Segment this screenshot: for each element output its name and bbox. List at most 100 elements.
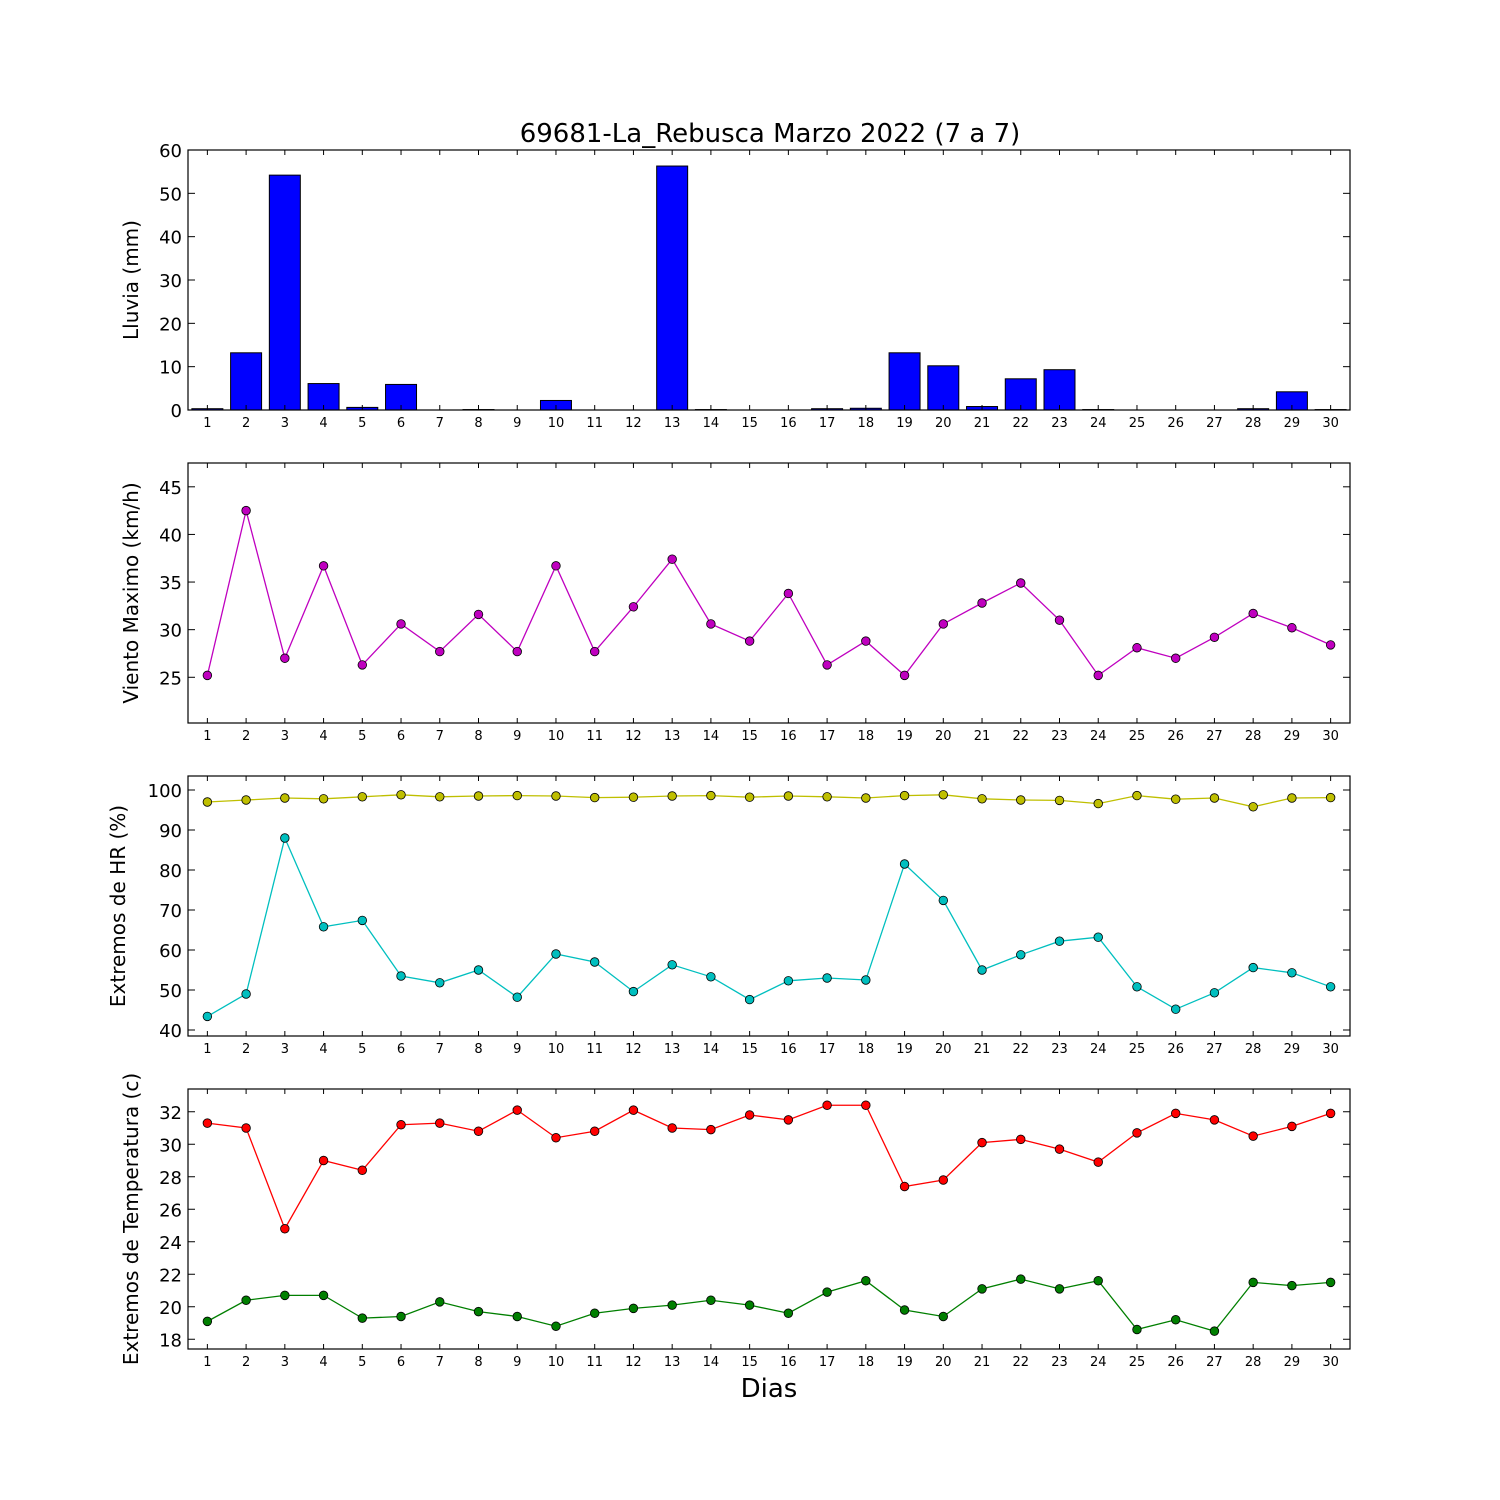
y-tick-label: 60 — [159, 141, 182, 162]
data-point — [318, 1290, 329, 1301]
x-tick-label: 7 — [436, 1042, 444, 1057]
data-point — [1016, 1274, 1026, 1284]
y-tick-label: 26 — [159, 1200, 182, 1221]
data-point — [1054, 1144, 1065, 1154]
y-axis-label: Viento Maximo (km/h) — [119, 482, 143, 703]
data-point — [241, 1295, 251, 1305]
x-tick-label: 16 — [780, 1042, 797, 1057]
y-tick-label: 35 — [159, 573, 182, 594]
x-tick-label: 6 — [397, 1042, 405, 1057]
data-point — [1287, 623, 1297, 633]
data-point — [318, 794, 329, 804]
data-point — [396, 790, 406, 800]
series-line — [207, 1104, 1331, 1231]
y-tick-label: 20 — [159, 314, 182, 335]
x-tick-label: 30 — [1322, 729, 1339, 744]
data-point — [590, 646, 600, 657]
x-tick-label: 12 — [625, 1355, 642, 1370]
data-point — [899, 1305, 910, 1315]
data-point — [280, 1290, 290, 1301]
data-point — [396, 1120, 406, 1130]
data-point — [1325, 982, 1336, 992]
data-point — [706, 972, 716, 982]
bar — [1043, 369, 1076, 411]
data-point — [512, 790, 522, 801]
data-point — [1016, 795, 1026, 805]
x-tick-label: 3 — [281, 1042, 289, 1057]
data-point — [1325, 1277, 1336, 1288]
x-tick-label: 30 — [1322, 1042, 1339, 1057]
data-point — [512, 646, 522, 657]
bar — [927, 365, 960, 411]
data-point — [473, 609, 484, 620]
x-tick-label: 27 — [1206, 729, 1223, 744]
data-point — [1170, 1004, 1181, 1014]
data-point — [783, 1308, 794, 1318]
x-tick-label: 17 — [819, 416, 836, 431]
data-point — [202, 1118, 213, 1128]
x-tick-label: 5 — [358, 1355, 366, 1370]
data-point — [744, 636, 755, 646]
data-point — [1093, 1276, 1103, 1286]
data-point — [202, 670, 213, 681]
data-point — [744, 1300, 755, 1310]
data-point — [899, 790, 910, 801]
data-point — [783, 1115, 794, 1125]
data-point — [977, 794, 987, 804]
x-tick-label: 26 — [1167, 729, 1184, 744]
x-tick-label: 5 — [358, 1042, 366, 1057]
data-point — [899, 1181, 910, 1192]
bar — [230, 352, 263, 411]
data-point — [861, 1100, 871, 1110]
data-point — [667, 960, 677, 970]
y-tick-label: 32 — [159, 1103, 182, 1124]
y-tick-label: 40 — [159, 228, 182, 249]
x-tick-label: 27 — [1206, 416, 1223, 431]
data-point — [1093, 670, 1103, 681]
data-point — [473, 1306, 484, 1317]
x-tick-label: 25 — [1129, 729, 1146, 744]
data-point — [512, 1311, 522, 1322]
x-tick-label: 20 — [935, 1355, 952, 1370]
x-tick-label: 29 — [1284, 1355, 1301, 1370]
x-tick-label: 17 — [819, 1042, 836, 1057]
x-tick-label: 27 — [1206, 1042, 1223, 1057]
x-tick-label: 13 — [664, 1355, 681, 1370]
data-point — [1287, 1280, 1297, 1291]
x-tick-label: 1 — [203, 1042, 211, 1057]
data-point — [1093, 798, 1103, 809]
data-point — [1016, 950, 1026, 960]
data-point — [861, 636, 871, 646]
x-tick-label: 11 — [586, 1042, 603, 1057]
y-axis-label: Extremos de Temperatura (c) — [119, 1073, 143, 1365]
data-point — [1016, 578, 1026, 588]
data-point — [1054, 795, 1065, 806]
plot-frame — [187, 775, 1351, 1037]
x-tick-label: 14 — [703, 416, 720, 431]
x-tick-label: 10 — [548, 1042, 565, 1057]
data-point — [590, 1126, 600, 1136]
x-tick-label: 22 — [1012, 1042, 1029, 1057]
x-tick-label: 21 — [974, 1355, 991, 1370]
x-tick-label: 23 — [1051, 416, 1068, 431]
data-point — [551, 561, 561, 571]
data-point — [590, 792, 600, 803]
x-tick-label: 15 — [741, 1042, 758, 1057]
x-tick-label: 9 — [513, 1355, 521, 1370]
x-tick-label: 4 — [319, 729, 327, 744]
x-tick-label: 14 — [703, 1042, 720, 1057]
data-point — [551, 1321, 561, 1331]
y-tick-label: 45 — [159, 478, 182, 499]
x-tick-label: 17 — [819, 729, 836, 744]
data-point — [512, 992, 522, 1002]
x-tick-label: 7 — [436, 729, 444, 744]
x-tick-label: 2 — [242, 729, 250, 744]
x-tick-label: 23 — [1051, 1042, 1068, 1057]
x-tick-label: 25 — [1129, 1355, 1146, 1370]
data-point — [357, 1313, 368, 1323]
x-tick-label: 18 — [858, 416, 875, 431]
x-tick-label: 11 — [586, 416, 603, 431]
x-tick-label: 30 — [1322, 1355, 1339, 1370]
x-tick-label: 18 — [858, 1042, 875, 1057]
data-point — [1209, 988, 1220, 998]
